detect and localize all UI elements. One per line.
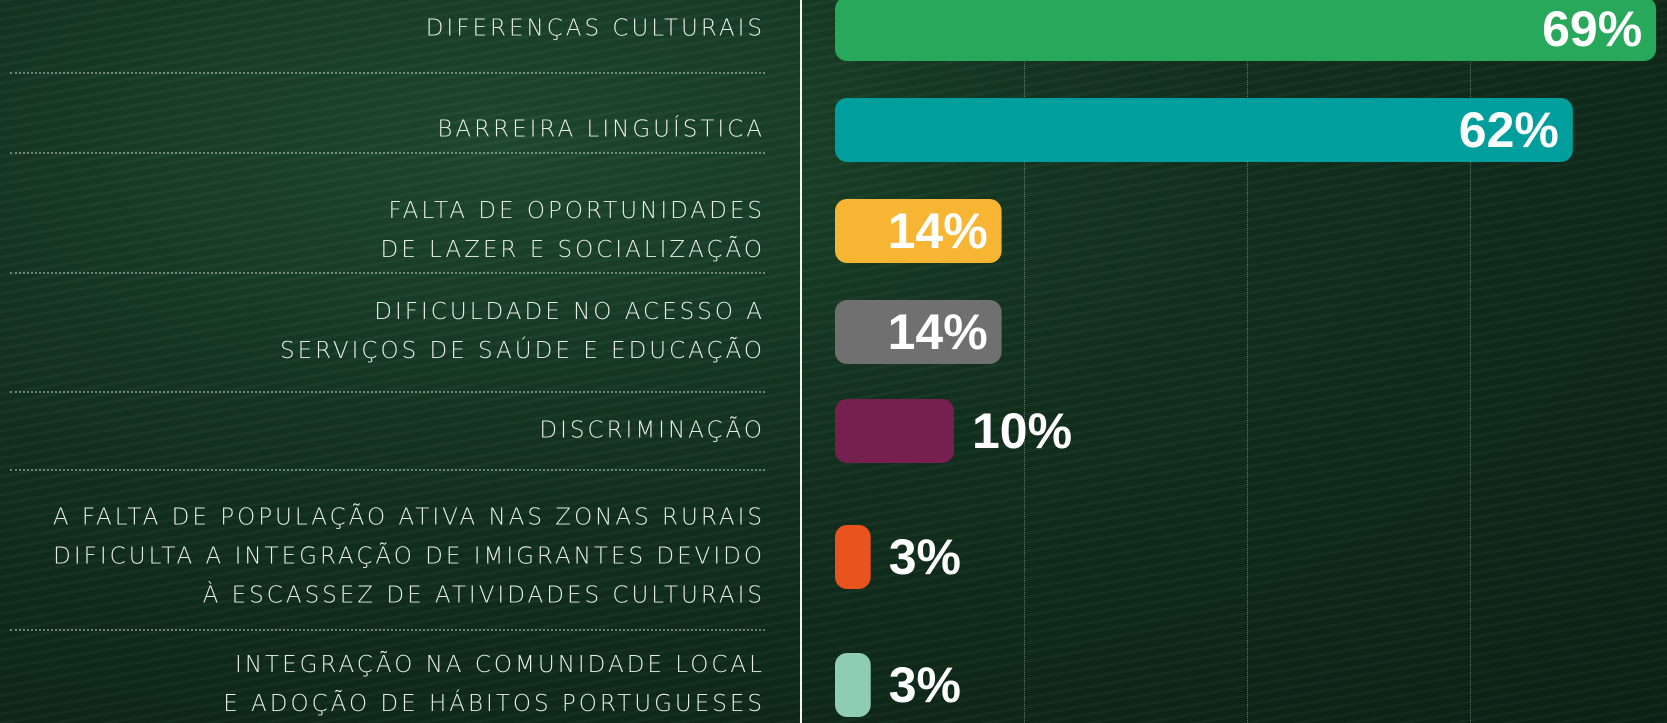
value-label: 3% <box>888 657 961 713</box>
category-label: A FALTA DE POPULAÇÃO ATIVA NAS ZONAS RUR… <box>52 504 765 609</box>
bar <box>835 199 1002 263</box>
separator <box>10 629 765 631</box>
bar <box>835 399 954 463</box>
separator <box>10 72 765 74</box>
separator <box>10 152 765 154</box>
value-label: 69% <box>1542 1 1643 57</box>
separator <box>10 272 765 274</box>
bar <box>835 300 1002 364</box>
value-label: 10% <box>972 403 1073 459</box>
category-label: BARREIRA LINGUÍSTICA <box>437 116 765 143</box>
separator <box>10 391 765 393</box>
bar <box>835 98 1573 162</box>
bar <box>835 0 1657 61</box>
value-label: 62% <box>1458 102 1559 158</box>
grid-line <box>1024 0 1025 723</box>
separator <box>10 469 765 471</box>
bar <box>835 525 871 589</box>
category-label: DISCRIMINAÇÃO <box>539 417 765 444</box>
grid-line <box>1470 0 1471 723</box>
value-label: 3% <box>888 529 961 585</box>
category-label: DIFICULDADE NO ACESSO A SERVIÇOS DE SAÚD… <box>280 299 765 364</box>
bar <box>835 653 871 717</box>
value-label: 14% <box>887 203 988 259</box>
category-label: INTEGRAÇÃO NA COMUNIDADE LOCAL E ADOÇÃO … <box>223 652 765 717</box>
value-label: 14% <box>887 304 988 360</box>
category-label: DIFERENÇAS CULTURAIS <box>425 15 765 42</box>
category-label: FALTA DE OPORTUNIDADES DE LAZER E SOCIAL… <box>380 198 765 263</box>
grid-line <box>1247 0 1248 723</box>
